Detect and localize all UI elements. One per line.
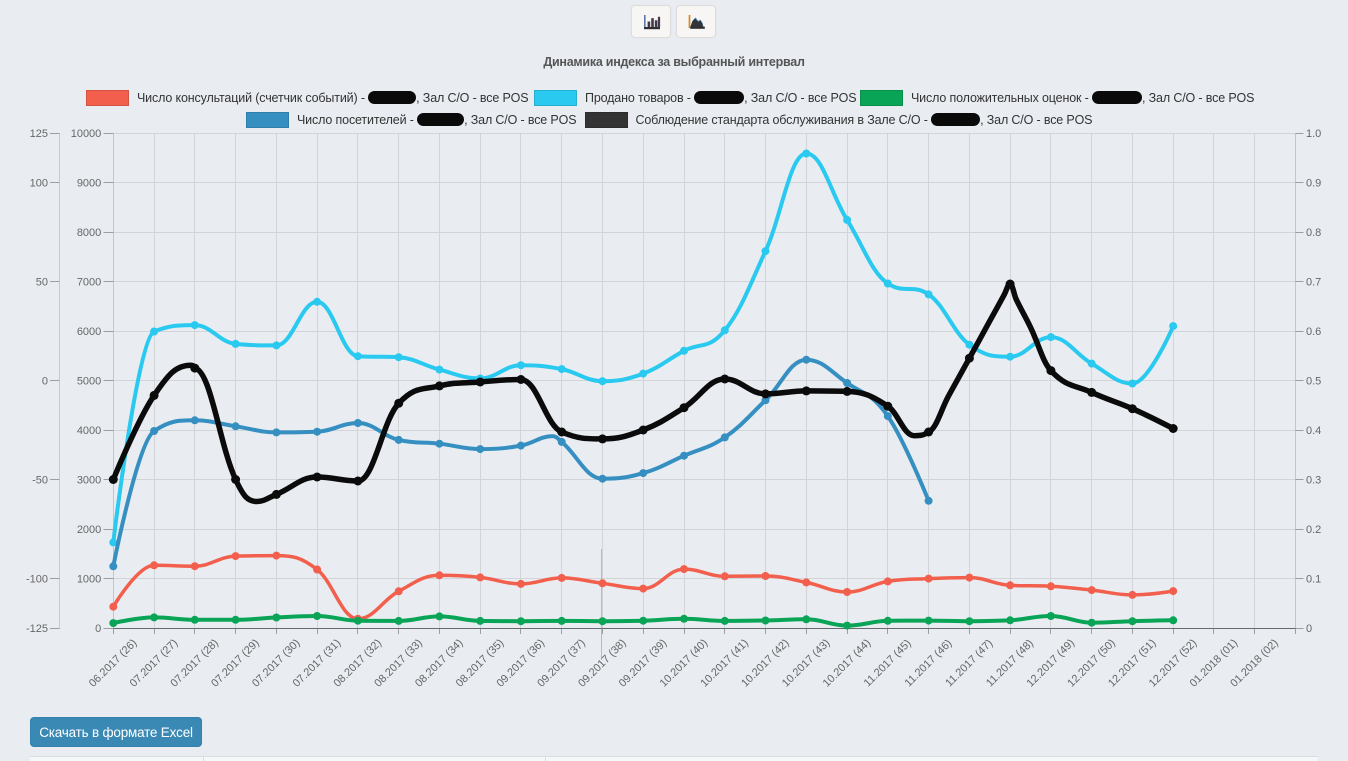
svg-text:1000: 1000 [77,574,101,586]
svg-text:-50: -50 [32,475,48,487]
svg-text:0.2: 0.2 [1306,524,1321,536]
svg-text:4000: 4000 [77,425,101,437]
svg-text:7000: 7000 [77,277,101,289]
svg-text:9000: 9000 [77,178,101,190]
svg-text:125: 125 [30,128,48,140]
svg-text:0.8: 0.8 [1306,227,1321,239]
svg-text:10000: 10000 [71,128,102,140]
svg-text:50: 50 [36,277,48,289]
svg-text:8000: 8000 [77,227,101,239]
svg-text:0.4: 0.4 [1306,425,1321,437]
svg-text:6000: 6000 [77,326,101,338]
svg-text:0.5: 0.5 [1306,376,1321,388]
svg-text:100: 100 [30,178,48,190]
svg-text:0.9: 0.9 [1306,178,1321,190]
svg-text:0: 0 [1306,623,1312,635]
svg-text:0: 0 [95,623,101,635]
svg-text:0.6: 0.6 [1306,326,1321,338]
svg-text:3000: 3000 [77,475,101,487]
svg-text:0.1: 0.1 [1306,574,1321,586]
svg-text:5000: 5000 [77,376,101,388]
svg-text:0.3: 0.3 [1306,475,1321,487]
svg-text:0: 0 [42,376,48,388]
svg-text:0.7: 0.7 [1306,277,1321,289]
svg-text:-100: -100 [26,574,48,586]
svg-text:-125: -125 [26,623,48,635]
svg-text:1.0: 1.0 [1306,128,1321,140]
svg-text:2000: 2000 [77,524,101,536]
